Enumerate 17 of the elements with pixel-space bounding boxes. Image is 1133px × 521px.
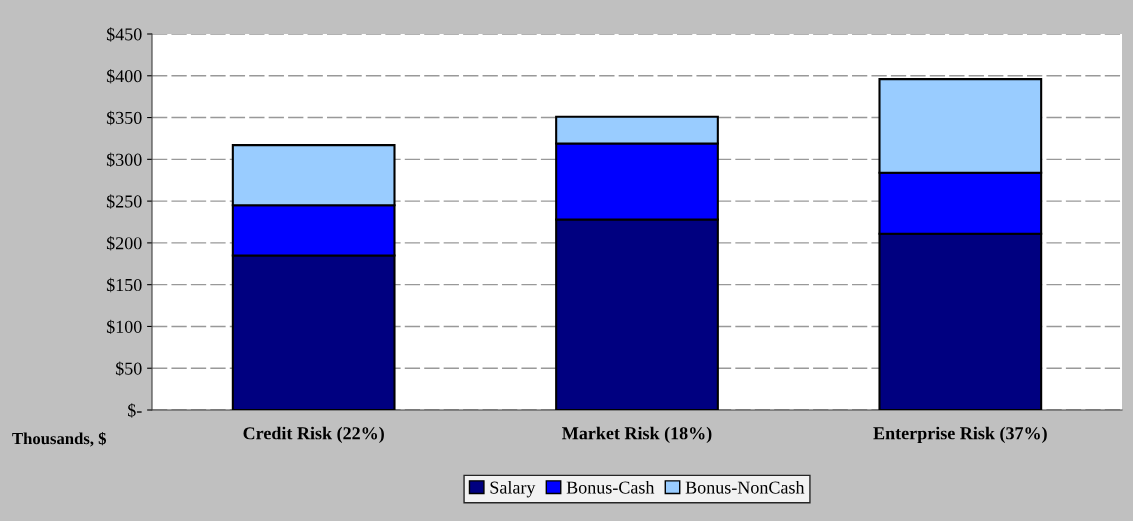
legend-label: Bonus-NonCash xyxy=(685,480,805,494)
y-tick-label: $300 xyxy=(106,152,142,167)
y-tick-label: $400 xyxy=(106,68,142,84)
legend-label: Salary xyxy=(490,480,536,498)
x-tick-label: Market Risk (18%) xyxy=(562,426,712,444)
y-axis-title: Thousands, $ xyxy=(12,431,107,447)
legend-label: Bonus-Cash xyxy=(566,480,655,494)
y-tick-label: $250 xyxy=(106,194,142,209)
x-tick-label: Enterprise Risk (37%) xyxy=(873,426,1047,444)
y-tick-label: $150 xyxy=(106,277,142,293)
y-tick-label: $200 xyxy=(106,236,142,251)
y-tick-label: $450 xyxy=(106,27,142,42)
y-tick-label: $- xyxy=(128,403,142,418)
x-tick-label: Credit Risk (22%) xyxy=(243,426,384,444)
y-tick-label: $50 xyxy=(115,361,142,376)
y-tick-label: $350 xyxy=(106,110,142,126)
y-tick-label: $100 xyxy=(106,319,142,335)
